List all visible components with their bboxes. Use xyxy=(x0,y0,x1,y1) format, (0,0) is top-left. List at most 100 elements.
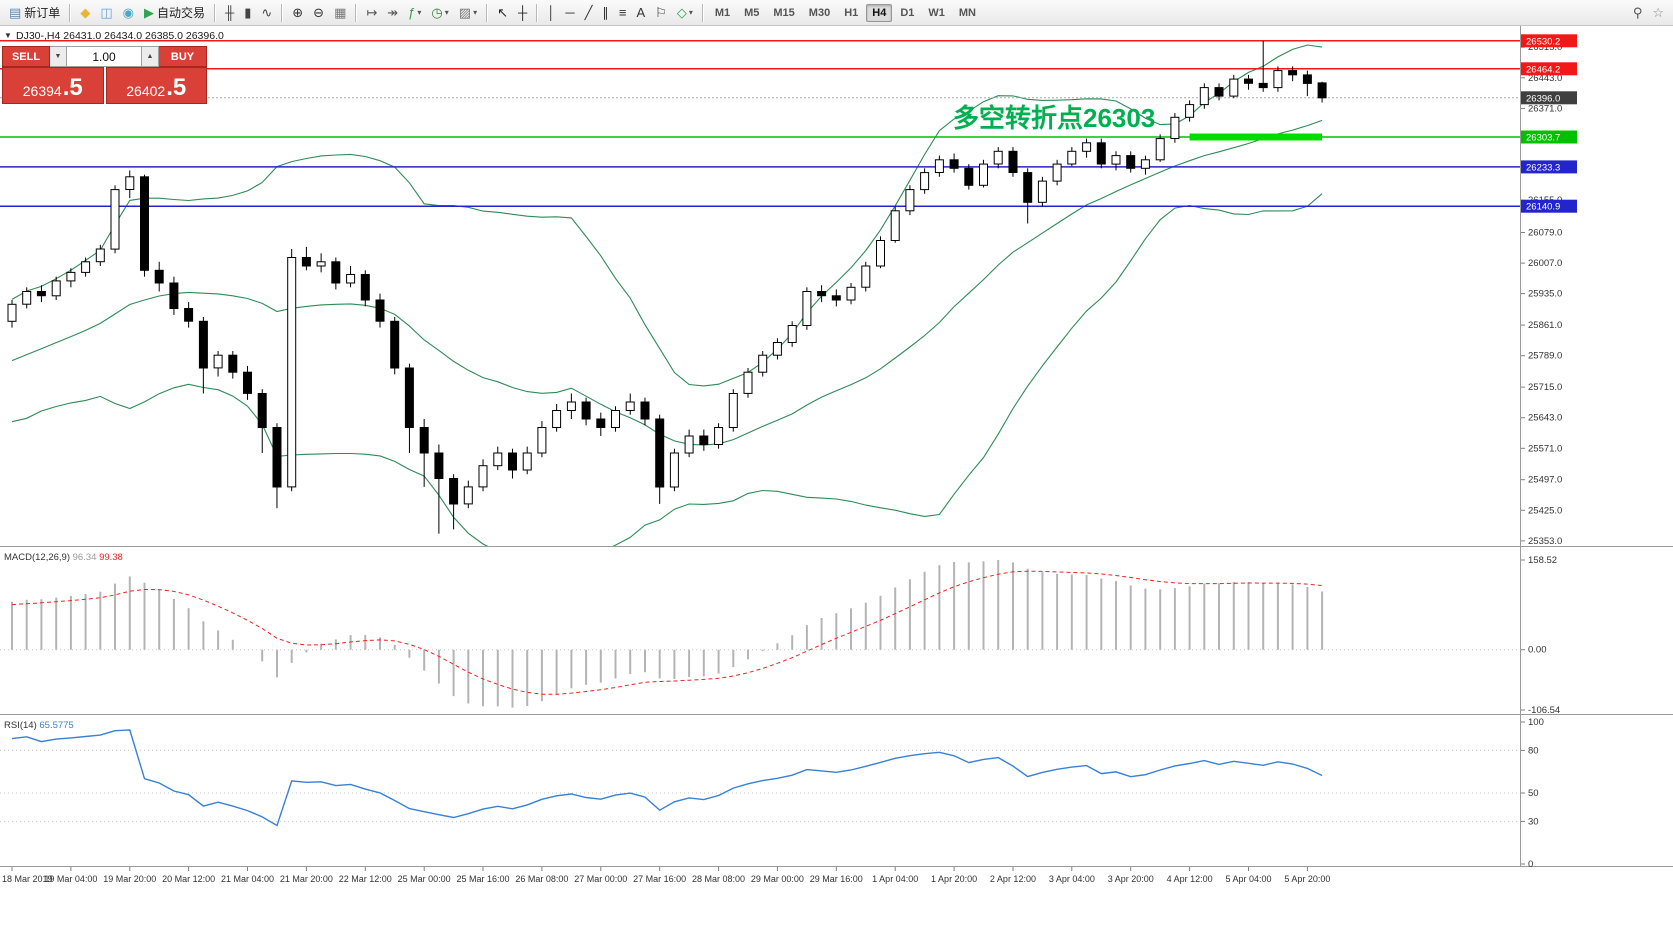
favorites-button[interactable]: ☆ xyxy=(1648,2,1668,24)
dropdown-caret-icon: ▾ xyxy=(417,8,422,17)
rsi-pane: RSI(14) 65.5775 100 80 50 30 0 xyxy=(0,717,1544,870)
new-order-button[interactable]: ▤ 新订单 xyxy=(5,2,64,24)
buy-price-button[interactable]: 26402 .5 xyxy=(105,67,207,104)
svg-text:0: 0 xyxy=(1528,859,1533,870)
chart-shift-icon: ↦ xyxy=(366,5,378,20)
trendline-button[interactable]: ╱ xyxy=(581,2,597,24)
annotation-text[interactable]: 多空转折点26303 xyxy=(953,103,1155,133)
new-order-icon: ▤ xyxy=(9,5,22,20)
auto-scroll-button[interactable]: ↠ xyxy=(383,2,402,24)
periods-button[interactable]: ◷ ▾ xyxy=(427,2,452,24)
periods-icon: ◷ xyxy=(431,5,443,20)
strategy-tester-icon[interactable]: ◉ xyxy=(119,2,138,24)
timeframe-m15[interactable]: M15 xyxy=(773,6,795,19)
timeframe-h1[interactable]: H1 xyxy=(844,6,859,19)
text-icon: A xyxy=(636,5,646,20)
zoom-out-icon: ⊖ xyxy=(313,5,325,20)
fibonacci-button[interactable]: ≡ xyxy=(615,2,631,24)
bar-chart-icon: ╫ xyxy=(224,5,235,20)
sell-button[interactable]: SELL xyxy=(2,46,50,67)
svg-text:25353.0: 25353.0 xyxy=(1528,536,1562,547)
svg-text:21 Mar 04:00: 21 Mar 04:00 xyxy=(221,874,274,884)
chart-ohlc-header: DJ30-,H4 26431.0 26434.0 26385.0 26396.0 xyxy=(16,30,224,42)
timeframe-mn[interactable]: MN xyxy=(958,6,976,19)
svg-text:28 Mar 08:00: 28 Mar 08:00 xyxy=(692,874,745,884)
collapse-trade-panel-icon[interactable]: ▼ xyxy=(4,31,12,40)
equidistant-channel-button[interactable]: ∥ xyxy=(598,2,613,24)
timeframe-d1[interactable]: D1 xyxy=(900,6,915,19)
svg-text:26371.0: 26371.0 xyxy=(1528,103,1562,114)
svg-text:4 Apr 12:00: 4 Apr 12:00 xyxy=(1167,874,1213,884)
crosshair-button[interactable]: ┼ xyxy=(514,2,531,24)
dropdown-caret-icon: ▾ xyxy=(444,8,449,17)
indicators-button[interactable]: ƒ ▾ xyxy=(404,2,425,24)
svg-text:26515.0: 26515.0 xyxy=(1528,42,1562,53)
lot-increase-button[interactable]: ▲ xyxy=(142,46,159,67)
svg-text:26530.2: 26530.2 xyxy=(1526,36,1560,47)
bollinger-lower-band xyxy=(11,193,1323,546)
tile-windows-button[interactable]: ▦ xyxy=(330,2,350,24)
zoom-out-button[interactable]: ⊖ xyxy=(309,2,328,24)
timeframe-m30[interactable]: M30 xyxy=(808,6,831,19)
buy-button[interactable]: BUY xyxy=(159,46,207,67)
timeframe-w1[interactable]: W1 xyxy=(928,6,945,19)
price-axis[interactable]: 26515.026443.026371.026299.026227.026155… xyxy=(1521,34,1577,547)
support-zone-segment[interactable] xyxy=(1189,133,1323,141)
sell-price-button[interactable]: 26394 .5 xyxy=(2,67,104,104)
svg-text:18 Mar 2019: 18 Mar 2019 xyxy=(2,874,53,884)
zoom-in-button[interactable]: ⊕ xyxy=(288,2,307,24)
cursor-icon: ↖ xyxy=(497,5,508,20)
horizontal-line-button[interactable]: ─ xyxy=(561,2,578,24)
buy-price-pips: .5 xyxy=(166,74,187,102)
svg-text:26140.9: 26140.9 xyxy=(1526,202,1560,213)
price-marker: 26464.2 xyxy=(1521,62,1577,75)
autotrading-button-label: 自动交易 xyxy=(156,6,205,20)
toolbar-separator xyxy=(213,3,216,22)
equidistant-channel-icon: ∥ xyxy=(602,5,609,20)
bar-chart-button[interactable]: ╫ xyxy=(221,2,238,24)
svg-text:3 Apr 20:00: 3 Apr 20:00 xyxy=(1108,874,1154,884)
toolbar-separator xyxy=(355,3,358,22)
templates-button[interactable]: ▨ ▾ xyxy=(455,2,481,24)
cursor-button[interactable]: ↖ xyxy=(493,2,512,24)
terminal-icon[interactable]: ◫ xyxy=(96,2,116,24)
lot-size-input[interactable]: 1.00 xyxy=(67,46,142,67)
candlestick-chart-button[interactable]: ▮ xyxy=(240,2,255,24)
rsi-label: RSI(14) 65.5775 xyxy=(4,720,74,731)
macd-signal-line xyxy=(11,570,1323,695)
svg-text:25 Mar 00:00: 25 Mar 00:00 xyxy=(398,874,451,884)
favorites-icon: ☆ xyxy=(1652,5,1664,20)
text-label-button[interactable]: ⚐ xyxy=(651,2,671,24)
toolbar-separator xyxy=(69,3,72,22)
text-label-icon: ⚐ xyxy=(655,5,667,20)
text-button[interactable]: A xyxy=(632,2,649,24)
timeframe-m1[interactable]: M1 xyxy=(714,6,731,19)
candles[interactable] xyxy=(7,40,1327,534)
fibonacci-icon: ≡ xyxy=(618,5,627,20)
price-marker: 26396.0 xyxy=(1521,91,1577,105)
chart-shift-button[interactable]: ↦ xyxy=(362,2,381,24)
svg-text:26007.0: 26007.0 xyxy=(1528,258,1562,269)
price-marker: 26530.2 xyxy=(1521,34,1577,48)
autotrading-button[interactable]: ▶ 自动交易 xyxy=(140,2,209,24)
dropdown-caret-icon: ▾ xyxy=(688,8,693,17)
metaeditor-icon-icon: ◆ xyxy=(80,5,91,20)
zoom-in-icon: ⊕ xyxy=(292,5,304,20)
lot-decrease-button[interactable]: ▼ xyxy=(50,46,67,67)
svg-text:0.00: 0.00 xyxy=(1528,645,1547,656)
timeframe-h4[interactable]: H4 xyxy=(866,3,893,22)
horizontal-line-icon: ─ xyxy=(565,5,575,20)
svg-text:25 Mar 16:00: 25 Mar 16:00 xyxy=(457,874,510,884)
vertical-line-button[interactable]: │ xyxy=(543,2,559,24)
metaeditor-icon[interactable]: ◆ xyxy=(76,2,94,24)
svg-text:158.52: 158.52 xyxy=(1528,555,1557,566)
arrows-button[interactable]: ◇ ▾ xyxy=(673,2,697,24)
svg-text:1 Apr 04:00: 1 Apr 04:00 xyxy=(872,874,918,884)
line-chart-button[interactable]: ∿ xyxy=(257,2,276,24)
price-chart[interactable]: 多空转折点26303 ▼ DJ30-,H4 26431.0 26434.0 2638… xyxy=(0,26,1673,945)
timeframe-m5[interactable]: M5 xyxy=(744,6,760,19)
svg-text:19 Mar 04:00: 19 Mar 04:00 xyxy=(44,874,97,884)
search-button[interactable]: ⚲ xyxy=(1629,2,1647,24)
